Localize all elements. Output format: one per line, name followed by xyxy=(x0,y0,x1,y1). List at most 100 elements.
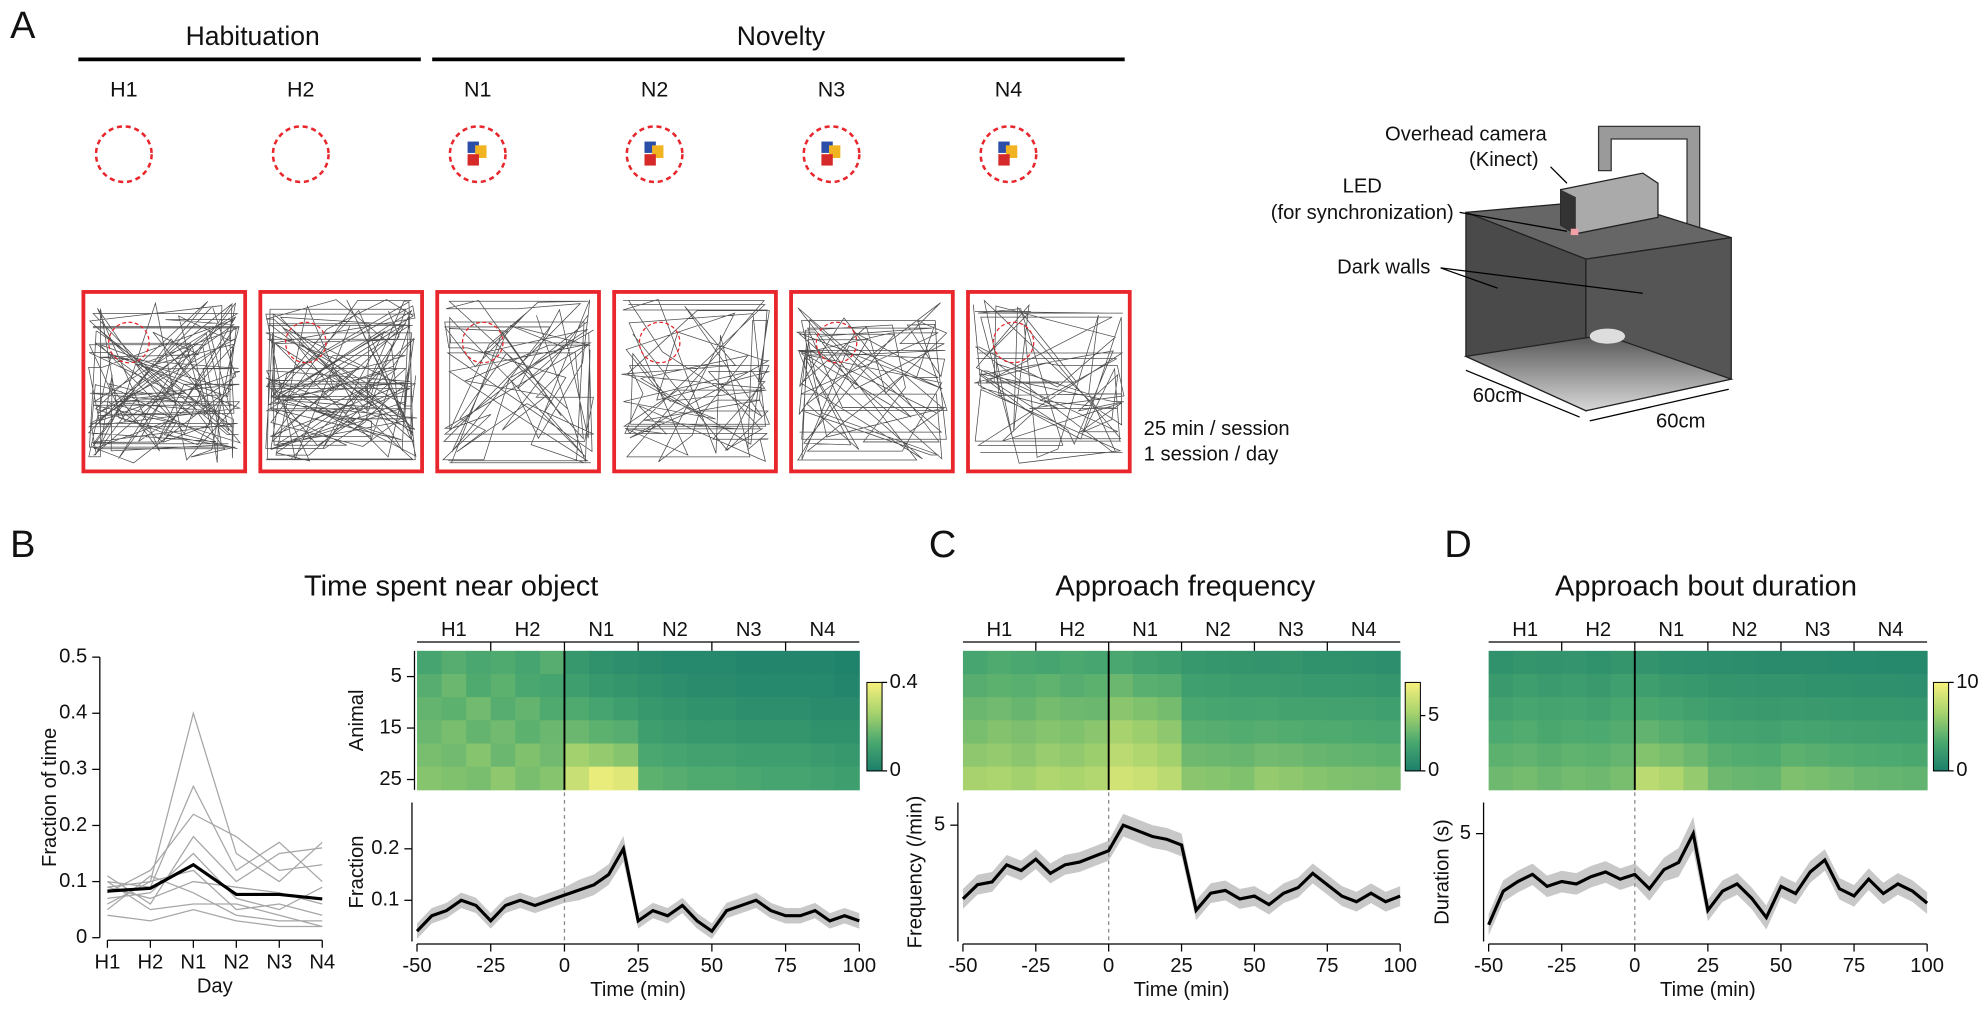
rig-label: LED xyxy=(1343,175,1382,197)
heatmap-cell xyxy=(515,650,541,675)
heatmap-cell xyxy=(785,743,811,768)
heatmap-cell xyxy=(1035,766,1061,791)
colorbar-segment xyxy=(1405,759,1421,763)
colorbar-segment xyxy=(1933,757,1949,761)
object-zone xyxy=(284,321,327,364)
heatmap-cell xyxy=(1254,650,1280,675)
colorbar-segment xyxy=(1933,717,1949,721)
colorbar-segment xyxy=(1405,689,1421,692)
colorbar-frame xyxy=(1932,681,1950,772)
session-label: N4 xyxy=(995,78,1023,102)
heatmap-cell xyxy=(589,720,615,745)
object xyxy=(644,141,656,153)
object xyxy=(821,141,833,153)
heatmap-cell xyxy=(589,650,615,675)
heatmap-cell xyxy=(490,697,516,721)
heatmap-cell xyxy=(1512,697,1538,721)
colorbar-segment xyxy=(866,733,883,737)
heatmap-cell xyxy=(1610,697,1636,721)
dimension-line xyxy=(1589,388,1729,422)
y-tick-label: 0.2 xyxy=(59,814,87,836)
colorbar-segment xyxy=(866,711,883,715)
session-label: N2 xyxy=(1732,619,1758,641)
heatmap-cell xyxy=(1230,697,1255,721)
colorbar-segment xyxy=(1405,733,1421,737)
heatmap-cell xyxy=(1586,720,1611,745)
heatmap-cell xyxy=(1108,743,1134,768)
x-tick-label: H1 xyxy=(94,951,120,973)
colorbar-segment xyxy=(1933,726,1949,730)
x-tick-label: 0 xyxy=(559,955,570,977)
heatmap-cell xyxy=(1659,673,1685,698)
colorbar-segment xyxy=(1405,720,1421,723)
heatmap-cell xyxy=(1375,650,1401,675)
heatmap-cell xyxy=(1707,720,1733,745)
heatmap-cell xyxy=(1084,650,1110,675)
x-tick-label: 0 xyxy=(1629,955,1640,977)
pointer xyxy=(1459,211,1568,232)
heatmap-cell xyxy=(1303,650,1328,675)
heatmap-cell xyxy=(1659,697,1685,721)
heatmap-cell xyxy=(962,743,988,768)
heatmap-cell xyxy=(515,673,541,698)
y-axis-label: Fraction of time xyxy=(39,728,61,867)
colorbar-tick-label: 0 xyxy=(1428,759,1439,781)
heatmap-cell xyxy=(613,766,639,791)
object-zone xyxy=(625,125,684,184)
heatmap-cell xyxy=(1586,697,1611,721)
heatmap-cell xyxy=(1035,743,1061,768)
heatmap-cell xyxy=(1561,766,1587,791)
colorbar-frame xyxy=(1404,681,1421,772)
series-line xyxy=(107,784,323,888)
heatmap-cell xyxy=(564,673,590,698)
x-tick-label: 50 xyxy=(1770,955,1792,977)
colorbar-segment xyxy=(1933,691,1949,695)
heatmap-cell xyxy=(1854,697,1879,721)
session-label: N3 xyxy=(818,78,845,102)
x-axis-label: Time (min) xyxy=(1660,979,1756,1001)
heatmap-cell xyxy=(1829,766,1855,791)
heatmap-cell xyxy=(1230,743,1255,768)
heatmap-cell xyxy=(1303,766,1328,791)
heatmap-cell xyxy=(539,720,565,745)
heatmap-cell xyxy=(417,720,443,745)
heatmap-cell xyxy=(1878,697,1904,721)
colorbar-segment xyxy=(866,708,883,712)
heatmap-cell xyxy=(1351,697,1377,721)
colorbar-segment xyxy=(866,686,883,690)
heatmap-cell xyxy=(1683,720,1709,745)
colorbar-segment xyxy=(866,746,883,750)
heatmap-cell xyxy=(1756,743,1782,768)
heatmap-cell xyxy=(1303,673,1328,698)
colorbar-segment xyxy=(1933,764,1949,768)
heatmap-cell xyxy=(613,720,639,745)
heatmap-cell xyxy=(1854,650,1879,675)
colorbar-segment xyxy=(1405,739,1421,743)
led xyxy=(1570,228,1579,236)
heatmap-cell xyxy=(1254,720,1280,745)
object xyxy=(644,154,656,166)
colorbar-segment xyxy=(1405,768,1421,772)
heatmap-cell xyxy=(441,766,467,791)
heatmap-cell xyxy=(736,650,762,675)
heatmap-cell xyxy=(962,650,988,675)
x-tick-label: -50 xyxy=(948,955,977,977)
heatmap-cell xyxy=(1610,766,1636,791)
heatmap-cell xyxy=(1634,743,1660,768)
colorbar-segment xyxy=(1933,766,1949,770)
heatmap-cell xyxy=(1157,673,1183,698)
heatmap-cell xyxy=(1586,766,1611,791)
heatmap-cell xyxy=(1634,720,1660,745)
y-axis-label: Animal xyxy=(346,689,368,751)
session-label: N4 xyxy=(1351,619,1377,641)
colorbar-segment xyxy=(1405,766,1421,770)
heatmap-cell xyxy=(1805,650,1831,675)
heatmap-cell xyxy=(613,673,639,698)
colorbar-segment xyxy=(866,720,883,723)
heatmap-cell xyxy=(1854,720,1879,745)
heatmap-cell xyxy=(1659,650,1685,675)
colorbar-segment xyxy=(866,728,883,732)
heatmap-cell xyxy=(1707,673,1733,698)
colorbar-segment xyxy=(1933,728,1949,732)
